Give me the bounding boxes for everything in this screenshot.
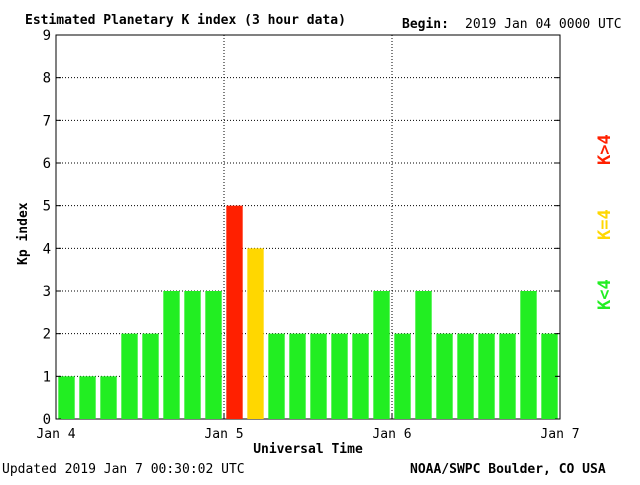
kp-bar: [163, 291, 180, 419]
legend-k-gt-4: K>4: [595, 134, 615, 165]
kp-bar: [499, 333, 516, 419]
kp-bar: [394, 333, 411, 419]
kp-bar: [415, 291, 432, 419]
source-text: NOAA/SWPC Boulder, CO USA: [410, 462, 606, 477]
kp-bar: [121, 333, 138, 419]
x-tick-label: Jan 7: [540, 427, 579, 442]
y-tick-label: 9: [43, 28, 51, 44]
kp-bar: [58, 376, 75, 419]
kp-bar: [373, 291, 390, 419]
plot-frame: [55, 34, 561, 420]
y-tick-label: 1: [43, 369, 51, 385]
kp-bar: [247, 248, 264, 419]
begin-value: 2019 Jan 04 0000 UTC: [465, 17, 622, 32]
y-tick-label: 7: [43, 113, 51, 129]
kp-bar: [184, 291, 201, 419]
y-tick-label: 5: [43, 199, 51, 215]
kp-bar: [289, 333, 306, 419]
y-ticks: 0 1 2 3 4 5 6 7 8 9: [43, 28, 560, 428]
kp-bar: [100, 376, 117, 419]
bars-layer: [58, 205, 558, 419]
kp-bar: [268, 333, 285, 419]
chart-title: Estimated Planetary K index (3 hour data…: [25, 13, 346, 28]
y-tick-label: 8: [43, 71, 51, 87]
y-tick-label: 6: [43, 156, 51, 172]
x-tick-label: Jan 6: [372, 427, 411, 442]
kp-bar: [226, 205, 243, 419]
kp-bar: [331, 333, 348, 419]
begin-label: Begin:: [402, 17, 449, 32]
y-tick-label: 4: [43, 241, 51, 257]
kp-bar: [352, 333, 369, 419]
kp-bar: [310, 333, 327, 419]
grid-layer: [56, 35, 560, 419]
y-tick-label: 3: [43, 284, 51, 300]
kp-bar: [205, 291, 222, 419]
kp-bar: [478, 333, 495, 419]
x-ticks: Jan 4 Jan 5 Jan 6 Jan 7: [36, 414, 580, 442]
kp-bar: [79, 376, 96, 419]
y-axis-label: Kp index: [16, 202, 31, 265]
kp-bar: [457, 333, 474, 419]
kp-bar: [436, 333, 453, 419]
x-axis-label: Universal Time: [253, 442, 363, 457]
x-tick-label: Jan 5: [204, 427, 243, 442]
x-tick-label: Jan 4: [36, 427, 75, 442]
updated-text: Updated 2019 Jan 7 00:30:02 UTC: [2, 462, 245, 477]
kp-bar: [142, 333, 159, 419]
legend-k-lt-4: K<4: [595, 279, 615, 310]
y-tick-label: 2: [43, 327, 51, 343]
kp-bar: [520, 291, 537, 419]
legend-k-eq-4: K=4: [595, 209, 615, 240]
kp-bar: [541, 333, 558, 419]
y-tick-label: 0: [43, 412, 51, 428]
